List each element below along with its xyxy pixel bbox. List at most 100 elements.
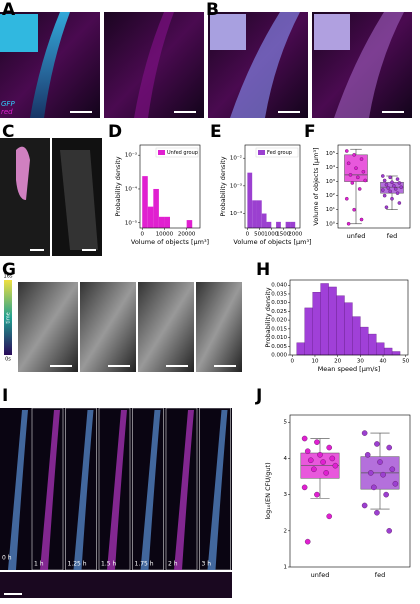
axes-frame xyxy=(289,279,409,356)
y-tick-label: 10⁻⁵ xyxy=(125,219,137,226)
bar xyxy=(252,200,257,228)
colorbar xyxy=(4,280,12,355)
y-tick-label: 10⁻³ xyxy=(230,182,242,189)
time-label: 1.25 h xyxy=(68,561,87,568)
point xyxy=(393,187,398,191)
point xyxy=(314,491,320,498)
point xyxy=(380,471,386,478)
point xyxy=(384,182,389,187)
x-tick-label: unfed xyxy=(311,571,330,579)
channel-label: GFP xyxy=(1,100,15,108)
y-tick-label: 0.000 xyxy=(271,353,287,359)
y-tick-label: 0.020 xyxy=(271,318,287,324)
point xyxy=(326,444,333,451)
panel-label: I xyxy=(2,386,8,406)
point xyxy=(389,466,396,473)
y-tick-label: 0.035 xyxy=(271,291,287,297)
y-tick-label: 0.010 xyxy=(271,335,287,341)
gut xyxy=(16,146,30,200)
point xyxy=(307,457,314,464)
point xyxy=(380,188,385,192)
panel-label: C xyxy=(2,122,14,142)
point xyxy=(332,462,339,469)
point xyxy=(311,466,317,473)
gut xyxy=(174,410,194,570)
bar xyxy=(261,213,267,228)
point xyxy=(386,186,391,190)
panel-label: B xyxy=(206,0,219,20)
point xyxy=(329,455,336,462)
legend-box xyxy=(155,147,199,158)
point xyxy=(382,178,387,183)
y-tick-label: 1 xyxy=(284,565,288,571)
y-tick-label: 0.030 xyxy=(271,300,287,306)
x-tick-label: 500 xyxy=(254,232,265,238)
point xyxy=(383,491,389,498)
point xyxy=(367,470,374,476)
bar xyxy=(328,286,337,356)
panel-label: E xyxy=(210,122,222,142)
micrographs xyxy=(0,12,412,598)
bar xyxy=(344,302,353,356)
point xyxy=(317,452,323,458)
y-tick-label: 10⁵ xyxy=(326,150,335,157)
panel-label: J xyxy=(255,386,262,406)
x-tick-label: 0 xyxy=(291,359,295,365)
point xyxy=(374,441,380,447)
point xyxy=(357,187,362,191)
axes-frame xyxy=(289,414,411,568)
y-axis-label: Probability density xyxy=(264,287,272,347)
point xyxy=(326,513,333,520)
point xyxy=(397,181,402,185)
panel-label: H xyxy=(256,260,270,280)
x-tick-label: 40 xyxy=(380,359,387,365)
y-tick-label: 0.025 xyxy=(271,309,287,315)
chart: 1 2 3 4 5 log₁₀(EN CFU/gut) unfed fed xyxy=(264,414,411,579)
y-tick-label: 10⁻⁴ xyxy=(230,210,243,217)
point xyxy=(374,509,380,516)
image xyxy=(18,282,78,372)
x-tick-label: 10 xyxy=(311,359,318,365)
legend-swatch xyxy=(258,150,265,155)
x-tick-label: unfed xyxy=(347,232,366,240)
point xyxy=(352,153,356,157)
bar xyxy=(266,221,272,228)
point xyxy=(392,184,396,188)
y-tick-label: 4 xyxy=(284,456,288,462)
legend-swatch xyxy=(158,150,165,155)
colorbar-label: time xyxy=(6,312,12,323)
y-axis-label: Volume of objects [μm³] xyxy=(312,147,320,225)
chart: 10⁰ 10¹ 10² 10³ 10⁴ 10⁵ Volume of objects [μm³… xyxy=(312,144,411,240)
bar xyxy=(312,292,321,356)
bar xyxy=(360,326,369,356)
point xyxy=(348,173,353,177)
y-tick-label: 10⁻⁴ xyxy=(125,185,138,192)
point xyxy=(359,157,364,161)
bar xyxy=(383,347,393,356)
bar xyxy=(142,176,148,228)
bar xyxy=(290,221,296,228)
image xyxy=(196,282,242,372)
point xyxy=(388,175,392,180)
colorbar-label: 16s xyxy=(4,274,13,280)
bar xyxy=(336,295,345,356)
point xyxy=(388,189,392,194)
point xyxy=(386,444,393,451)
y-tick-label: 10² xyxy=(326,192,335,199)
x-tick-label: 2000 xyxy=(288,232,302,238)
x-tick-label: 20000 xyxy=(178,232,196,238)
legend-label: Unfed group xyxy=(167,150,198,156)
time-label: 1.75 h xyxy=(135,561,154,568)
y-tick-label: 10⁻² xyxy=(230,155,242,162)
y-axis-label: Probability density xyxy=(219,156,227,216)
point xyxy=(361,430,368,436)
inset xyxy=(314,14,350,50)
bar xyxy=(296,342,305,356)
x-tick-label: 20 xyxy=(334,359,341,365)
x-axis-label: Mean speed [μm/s] xyxy=(318,365,381,373)
axes-frame xyxy=(244,144,301,229)
inset xyxy=(0,14,38,52)
y-tick-label: 0.040 xyxy=(271,283,287,289)
point xyxy=(344,196,349,201)
